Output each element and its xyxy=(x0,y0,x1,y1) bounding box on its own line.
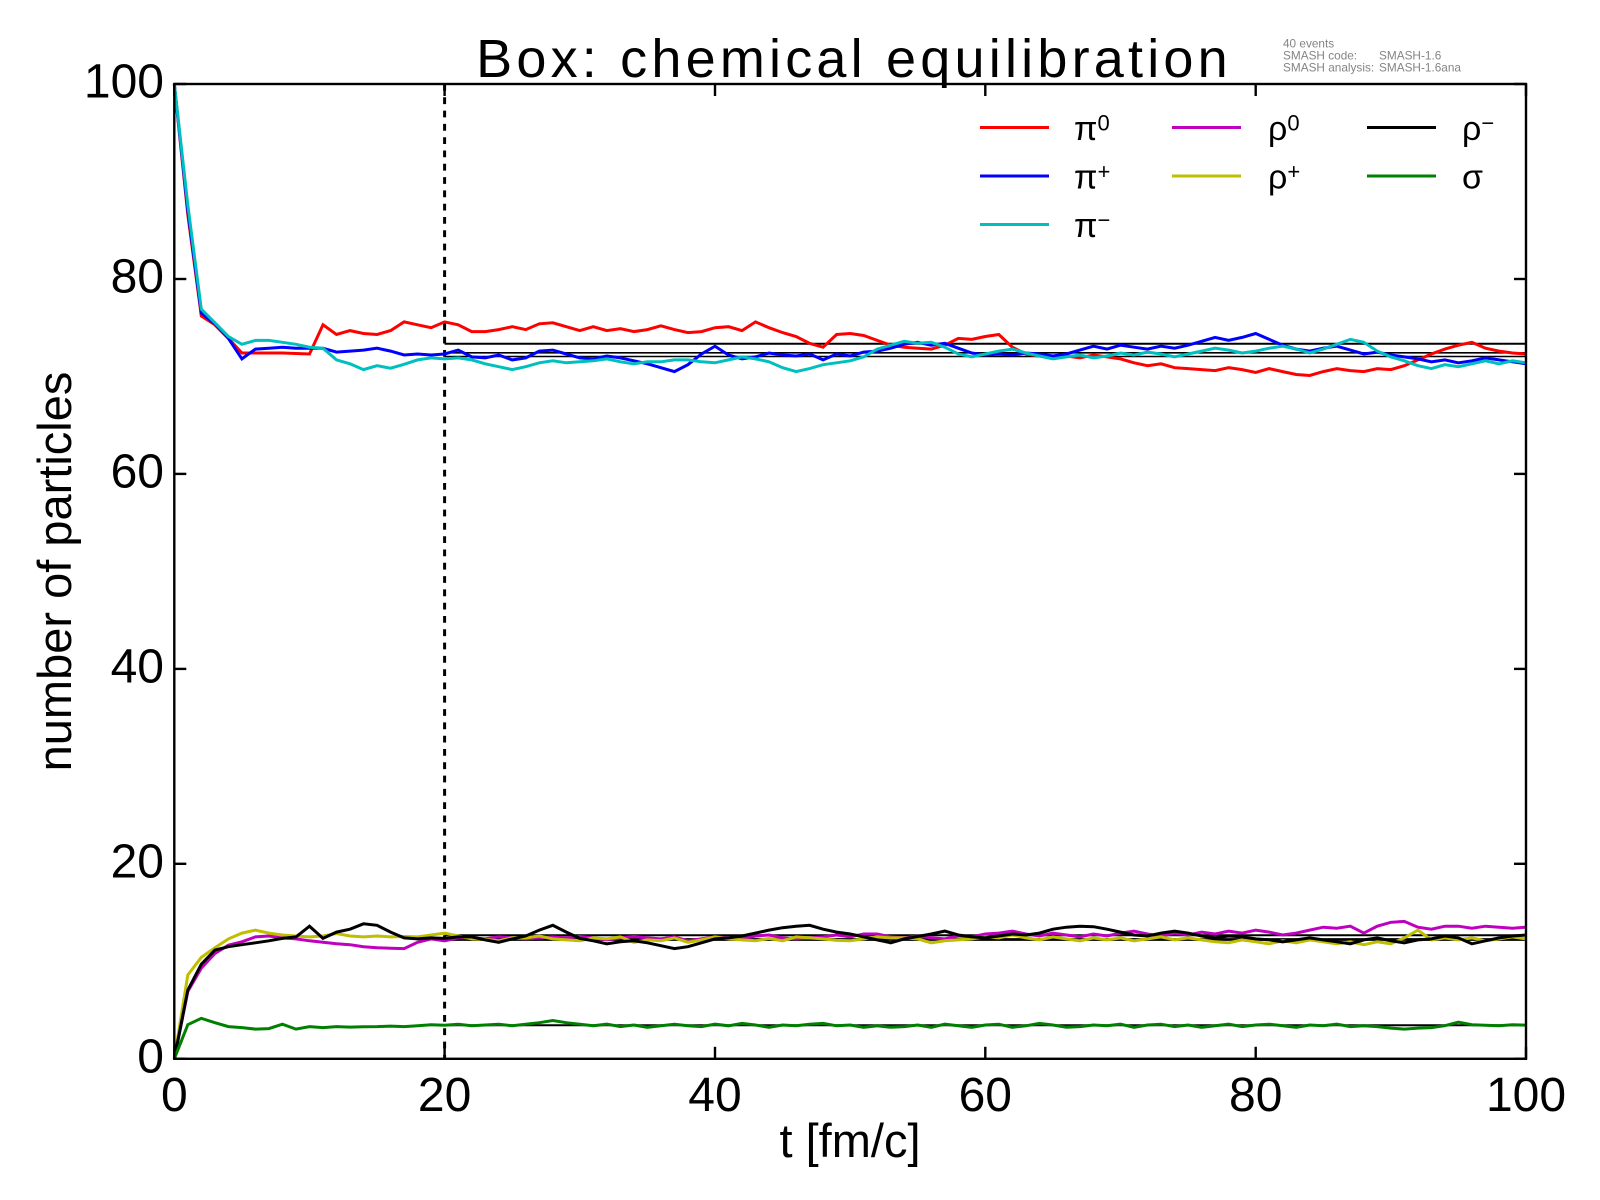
svg-text:100: 100 xyxy=(1486,1069,1566,1122)
svg-text:SMASH analysis:: SMASH analysis: xyxy=(1283,60,1374,74)
svg-text:SMASH-1.6ana: SMASH-1.6ana xyxy=(1379,60,1461,74)
svg-text:40 events: 40 events xyxy=(1283,37,1334,51)
svg-text:SMASH-1.6: SMASH-1.6 xyxy=(1379,48,1442,62)
svg-text:80: 80 xyxy=(1229,1069,1282,1122)
svg-text:40: 40 xyxy=(111,640,164,693)
svg-text:ρ0: ρ0 xyxy=(1268,110,1300,148)
svg-text:t [fm/c]: t [fm/c] xyxy=(780,1114,921,1167)
svg-text:SMASH code:: SMASH code: xyxy=(1283,48,1357,62)
svg-text:60: 60 xyxy=(959,1069,1012,1122)
svg-text:σ: σ xyxy=(1462,159,1483,197)
svg-text:60: 60 xyxy=(111,445,164,498)
svg-text:0: 0 xyxy=(137,1030,164,1083)
svg-text:40: 40 xyxy=(688,1069,741,1122)
svg-text:0: 0 xyxy=(161,1069,188,1122)
svg-text:number of particles: number of particles xyxy=(28,372,81,772)
svg-text:20: 20 xyxy=(111,835,164,888)
svg-text:20: 20 xyxy=(418,1069,471,1122)
svg-text:80: 80 xyxy=(111,251,164,304)
svg-text:100: 100 xyxy=(84,56,164,109)
svg-text:π−: π− xyxy=(1074,207,1110,245)
svg-text:Box: chemical equilibration: Box: chemical equilibration xyxy=(476,29,1232,89)
